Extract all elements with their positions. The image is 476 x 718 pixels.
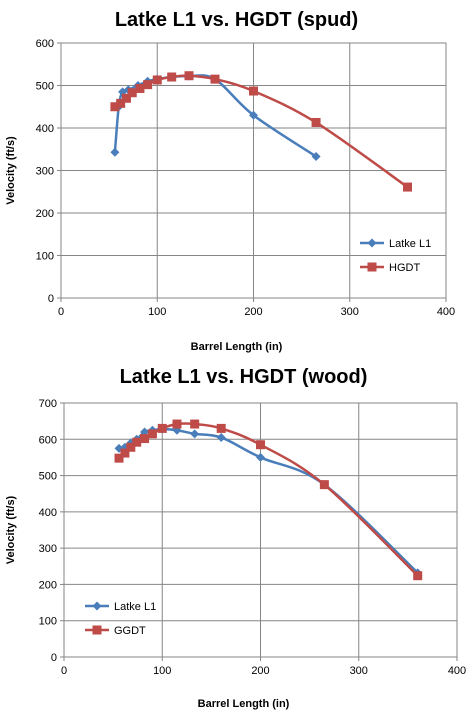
legend-marker (92, 601, 102, 611)
data-point (147, 429, 157, 439)
data-point (216, 432, 226, 442)
x-tick-label: 400 (437, 306, 455, 318)
data-point (120, 448, 130, 458)
series-hgdt (110, 71, 412, 192)
y-tick-label: 400 (36, 123, 54, 135)
legend-marker (367, 262, 377, 272)
x-tick-label: 0 (58, 306, 64, 318)
data-point (126, 442, 136, 452)
data-point (413, 571, 423, 581)
x-tick-label: 0 (61, 665, 67, 677)
data-point (110, 147, 120, 157)
data-point (319, 480, 329, 490)
data-point (121, 93, 131, 103)
y-tick-label: 600 (36, 38, 54, 50)
data-point (184, 71, 194, 81)
y-axis-label: Velocity (ft/s) (5, 136, 17, 205)
data-point (311, 117, 321, 127)
y-tick-label: 0 (48, 293, 54, 305)
data-point (216, 423, 226, 433)
data-point (311, 151, 321, 161)
x-tick-label: 100 (153, 665, 171, 677)
chart-title: Latke L1 vs. HGDT (spud) (115, 9, 358, 31)
legend-marker (92, 625, 102, 635)
y-tick-label: 200 (36, 208, 54, 220)
legend-label: HGDT (389, 262, 420, 274)
chart-title: Latke L1 vs. HGDT (wood) (120, 366, 368, 388)
x-tick-label: 200 (244, 306, 262, 318)
data-point (110, 102, 120, 112)
data-point (249, 110, 258, 120)
data-point (127, 88, 137, 98)
chart-spud: Latke L1 vs. HGDT (spud) 0 100 200 300 400 0 10… (5, 9, 455, 353)
x-tick-label: 300 (350, 665, 368, 677)
data-point (114, 443, 124, 453)
x-axis-label: Barrel Length (in) (191, 341, 283, 353)
legend-label: Latke L1 (389, 238, 431, 250)
data-point (140, 434, 150, 444)
data-point (256, 452, 265, 462)
legend-label: Latke L1 (114, 601, 156, 613)
y-tick-label: 700 (39, 398, 57, 410)
x-tick-label: 100 (148, 306, 166, 318)
chart-wood-svg: Latke L1 vs. HGDT (wood) 0 100 200 300 400 0 10… (5, 366, 466, 710)
data-point (190, 419, 200, 429)
data-point (152, 75, 162, 85)
y-tick-label: 100 (39, 616, 57, 628)
x-tick-label: 300 (341, 306, 359, 318)
y-tick-label: 300 (39, 543, 57, 555)
y-tick-label: 100 (36, 251, 54, 263)
data-point (143, 80, 153, 90)
y-axis-label: Velocity (ft/s) (5, 495, 17, 564)
data-point (190, 429, 200, 439)
data-point (172, 419, 182, 429)
data-point (403, 182, 412, 192)
data-point (116, 98, 126, 108)
data-point (132, 437, 142, 447)
data-point (210, 74, 220, 84)
y-tick-label: 200 (39, 579, 57, 591)
legend-label: GGDT (114, 625, 146, 637)
chart-spud-svg: Latke L1 vs. HGDT (spud) 0 100 200 300 400 0 10… (5, 9, 455, 353)
data-point (114, 453, 124, 463)
y-tick-label: 300 (36, 166, 54, 178)
data-point (157, 423, 167, 433)
y-tick-label: 0 (51, 652, 57, 664)
chart-wood: Latke L1 vs. HGDT (wood) 0 100 200 300 400 0 10… (0, 360, 476, 718)
x-axis-label: Barrel Length (in) (198, 698, 290, 710)
data-point (249, 86, 258, 96)
series-ggdt (114, 419, 423, 581)
data-point (256, 440, 265, 450)
data-point (167, 72, 177, 82)
y-tick-label: 500 (36, 81, 54, 93)
data-point (135, 83, 145, 93)
x-tick-label: 400 (448, 665, 466, 677)
y-tick-label: 400 (39, 507, 57, 519)
legend-marker (367, 238, 377, 248)
y-tick-label: 600 (39, 434, 57, 446)
y-tick-label: 500 (39, 471, 57, 483)
x-tick-label: 200 (251, 665, 269, 677)
